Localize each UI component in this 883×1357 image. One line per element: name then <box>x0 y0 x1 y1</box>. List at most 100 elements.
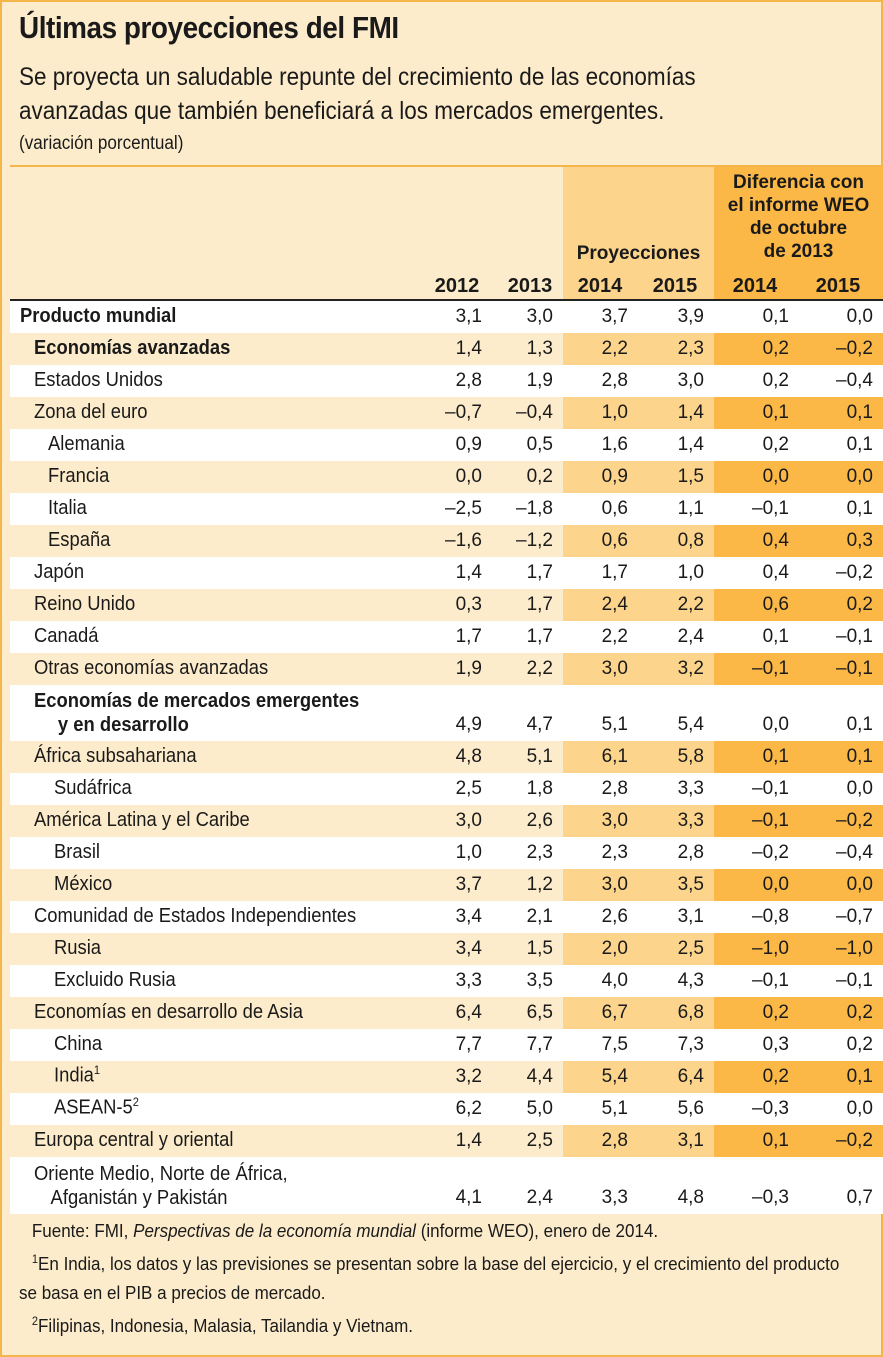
cell-proj-2014: 5,4 <box>601 1066 628 1087</box>
cell-proj-2015: 4,3 <box>677 970 704 991</box>
table-row: Brasil 1,0 2,3 2,3 2,8 –0,2 –0,4 <box>10 837 883 869</box>
cell-2013: 1,7 <box>526 594 553 615</box>
cell-proj-2015: 4,8 <box>677 1187 704 1208</box>
cell-2012: 1,0 <box>455 842 482 863</box>
difference-label-line: de octubre <box>749 218 848 239</box>
cell-proj-2015: 1,5 <box>677 466 704 487</box>
row-label: Economías de mercados emergentes y en des… <box>34 689 359 737</box>
row-label: China <box>54 1033 103 1055</box>
cell-2012: 1,4 <box>455 1130 482 1151</box>
row-label: Brasil <box>54 841 101 863</box>
row-label: Oriente Medio, Norte de África, Afganistá… <box>34 1162 288 1210</box>
table-row: Canadá 1,7 1,7 2,2 2,4 0,1 –0,1 <box>10 621 883 653</box>
table-row: Europa central y oriental 1,4 2,5 2,8 3,… <box>10 1125 883 1157</box>
cell-diff-2015: 0,2 <box>846 594 873 615</box>
table-row: África subsahariana 4,8 5,1 6,1 5,8 0,1 … <box>10 741 883 773</box>
table-body: Producto mundial 3,1 3,0 3,7 3,9 0,1 0,0… <box>10 301 883 1214</box>
cell-proj-2014: 3,7 <box>601 306 628 327</box>
footnote-1-line: En India, los datos y las previsiones se… <box>38 1253 840 1275</box>
projections-label: Proyecciones <box>576 243 701 264</box>
table-row: Otras economías avanzadas 1,9 2,2 3,0 3,… <box>10 653 883 685</box>
cell-proj-2014: 2,8 <box>601 370 628 391</box>
table-row: Economías avanzadas 1,4 1,3 2,2 2,3 0,2 … <box>10 333 883 365</box>
cell-2012: 4,9 <box>455 714 482 735</box>
table-row: Sudáfrica 2,5 1,8 2,8 3,3 –0,1 0,0 <box>10 773 883 805</box>
cell-2013: 5,0 <box>526 1098 553 1119</box>
cell-proj-2014: 3,0 <box>601 874 628 895</box>
cell-proj-2015: 2,4 <box>677 626 704 647</box>
year-header-2013: 2013 <box>507 275 553 297</box>
cell-proj-2014: 2,0 <box>601 938 628 959</box>
difference-label: Diferencia con el informe WEO de octubre… <box>714 171 883 263</box>
cell-proj-2015: 7,3 <box>677 1034 704 1055</box>
cell-proj-2015: 3,1 <box>677 1130 704 1151</box>
cell-proj-2014: 2,2 <box>601 626 628 647</box>
cell-diff-2014: –0,1 <box>752 970 789 991</box>
row-label: España <box>48 529 111 551</box>
cell-2012: 0,0 <box>455 466 482 487</box>
footnote-2-text: Filipinas, Indonesia, Malasia, Tailandia… <box>38 1315 414 1337</box>
cell-proj-2015: 2,8 <box>677 842 704 863</box>
unit-note: (variación porcentual) <box>19 133 184 154</box>
cell-diff-2015: 0,1 <box>846 714 873 735</box>
cell-2012: 2,5 <box>455 778 482 799</box>
cell-diff-2015: –0,2 <box>836 810 873 831</box>
cell-proj-2015: 1,0 <box>677 562 704 583</box>
cell-2013: 5,1 <box>526 746 553 767</box>
table-row: España –1,6 –1,2 0,6 0,8 0,4 0,3 <box>10 525 883 557</box>
cell-2013: –1,8 <box>516 498 553 519</box>
table-row: Rusia 3,4 1,5 2,0 2,5 –1,0 –1,0 <box>10 933 883 965</box>
row-label: Europa central y oriental <box>34 1129 234 1151</box>
cell-2013: 7,7 <box>526 1034 553 1055</box>
cell-2012: 1,7 <box>455 626 482 647</box>
cell-diff-2015: 0,1 <box>846 402 873 423</box>
cell-2012: –1,6 <box>445 530 482 551</box>
row-label: Canadá <box>34 625 99 647</box>
cell-proj-2014: 2,8 <box>601 1130 628 1151</box>
table-row: Francia 0,0 0,2 0,9 1,5 0,0 0,0 <box>10 461 883 493</box>
cell-proj-2015: 5,6 <box>677 1098 704 1119</box>
cell-2012: 1,4 <box>455 338 482 359</box>
cell-diff-2015: 0,0 <box>846 778 873 799</box>
table-row: América Latina y el Caribe 3,0 2,6 3,0 3… <box>10 805 883 837</box>
cell-diff-2015: 0,3 <box>846 530 873 551</box>
cell-proj-2015: 3,3 <box>677 810 704 831</box>
year-header-proj-2015: 2015 <box>652 275 698 297</box>
cell-diff-2014: –0,3 <box>752 1098 789 1119</box>
cell-diff-2014: –0,2 <box>752 842 789 863</box>
cell-proj-2014: 1,0 <box>601 402 628 423</box>
table-row: Oriente Medio, Norte de África, Afganistá… <box>10 1157 883 1214</box>
cell-2013: 3,5 <box>526 970 553 991</box>
cell-diff-2015: 0,1 <box>846 1066 873 1087</box>
cell-proj-2015: 5,8 <box>677 746 704 767</box>
difference-label-line: el informe WEO <box>727 195 870 216</box>
cell-2012: 7,7 <box>455 1034 482 1055</box>
cell-2012: –2,5 <box>445 498 482 519</box>
cell-2012: 6,2 <box>455 1098 482 1119</box>
cell-diff-2015: –0,1 <box>836 626 873 647</box>
cell-diff-2014: 0,2 <box>762 1066 789 1087</box>
cell-2013: 2,4 <box>526 1187 553 1208</box>
cell-proj-2015: 5,4 <box>677 714 704 735</box>
footnote-marker: 1 <box>93 1063 101 1078</box>
cell-2012: 3,4 <box>455 938 482 959</box>
row-label: Sudáfrica <box>54 777 132 799</box>
cell-proj-2014: 7,5 <box>601 1034 628 1055</box>
cell-diff-2014: –1,0 <box>752 938 789 959</box>
cell-proj-2015: 2,5 <box>677 938 704 959</box>
table-row: Producto mundial 3,1 3,0 3,7 3,9 0,1 0,0 <box>10 301 883 333</box>
footnote-2: 2Filipinas, Indonesia, Malasia, Tailandi… <box>19 1307 806 1340</box>
cell-diff-2015: 0,1 <box>846 746 873 767</box>
cell-proj-2015: 2,2 <box>677 594 704 615</box>
row-label: África subsahariana <box>34 745 197 767</box>
row-label: Francia <box>48 465 110 487</box>
cell-2013: 2,2 <box>526 658 553 679</box>
cell-2013: 1,2 <box>526 874 553 895</box>
cell-proj-2015: 3,5 <box>677 874 704 895</box>
cell-diff-2014: 0,0 <box>762 466 789 487</box>
row-label: Alemania <box>48 433 125 455</box>
cell-proj-2014: 5,1 <box>601 714 628 735</box>
source-note: Fuente: FMI, Perspectivas de la economía… <box>19 1216 806 1245</box>
cell-diff-2015: –0,2 <box>836 1130 873 1151</box>
cell-diff-2014: –0,3 <box>752 1187 789 1208</box>
